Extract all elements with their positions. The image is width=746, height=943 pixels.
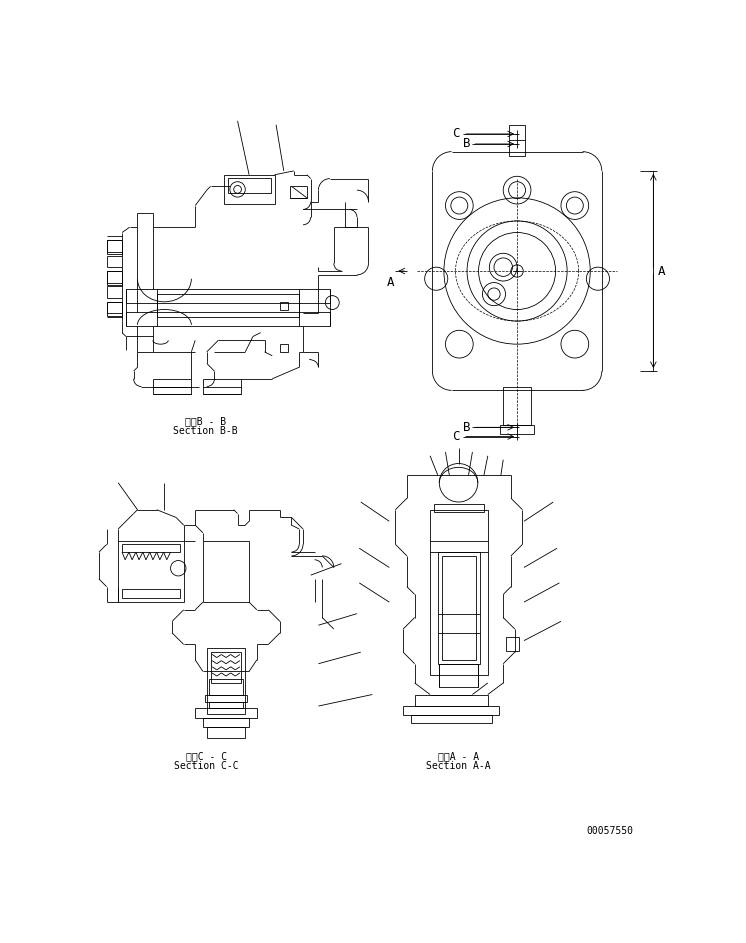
Text: A: A: [657, 264, 665, 277]
Bar: [280, 302, 288, 309]
Bar: [126, 312, 330, 325]
Bar: [225, 174, 275, 204]
Text: 断面A - A: 断面A - A: [438, 752, 479, 761]
Bar: [203, 718, 249, 727]
Text: 00057550: 00057550: [586, 826, 633, 835]
Bar: [207, 648, 245, 714]
Text: C: C: [453, 430, 460, 443]
Bar: [122, 544, 180, 552]
Bar: [203, 379, 242, 394]
Text: 断面C - C: 断面C - C: [186, 752, 228, 761]
Bar: [107, 302, 122, 316]
Bar: [122, 589, 180, 598]
Text: Section B-B: Section B-B: [173, 426, 237, 437]
Bar: [442, 556, 476, 660]
Bar: [280, 344, 288, 352]
Bar: [209, 703, 243, 708]
Bar: [510, 124, 524, 156]
Bar: [153, 379, 192, 394]
Bar: [500, 425, 534, 434]
Bar: [107, 240, 122, 254]
Bar: [107, 271, 122, 285]
Text: Section A-A: Section A-A: [426, 761, 491, 771]
Text: C: C: [453, 127, 460, 141]
Bar: [504, 387, 531, 425]
Bar: [210, 653, 242, 683]
Bar: [209, 679, 243, 694]
Bar: [228, 178, 272, 193]
Bar: [157, 294, 299, 317]
Bar: [126, 289, 330, 303]
Bar: [411, 716, 492, 723]
Text: 断面B - B: 断面B - B: [185, 416, 226, 426]
Text: B: B: [463, 421, 470, 434]
Bar: [205, 694, 247, 703]
Bar: [430, 510, 488, 675]
Bar: [506, 637, 519, 651]
Bar: [195, 708, 257, 718]
Bar: [434, 505, 484, 512]
Bar: [207, 727, 245, 738]
Bar: [290, 187, 307, 198]
Bar: [415, 694, 488, 706]
Bar: [403, 706, 499, 716]
Bar: [438, 552, 480, 664]
Text: B: B: [463, 138, 470, 151]
Bar: [118, 540, 184, 603]
Text: Section C-C: Section C-C: [175, 761, 239, 771]
Bar: [439, 664, 477, 687]
Text: A: A: [386, 276, 394, 290]
